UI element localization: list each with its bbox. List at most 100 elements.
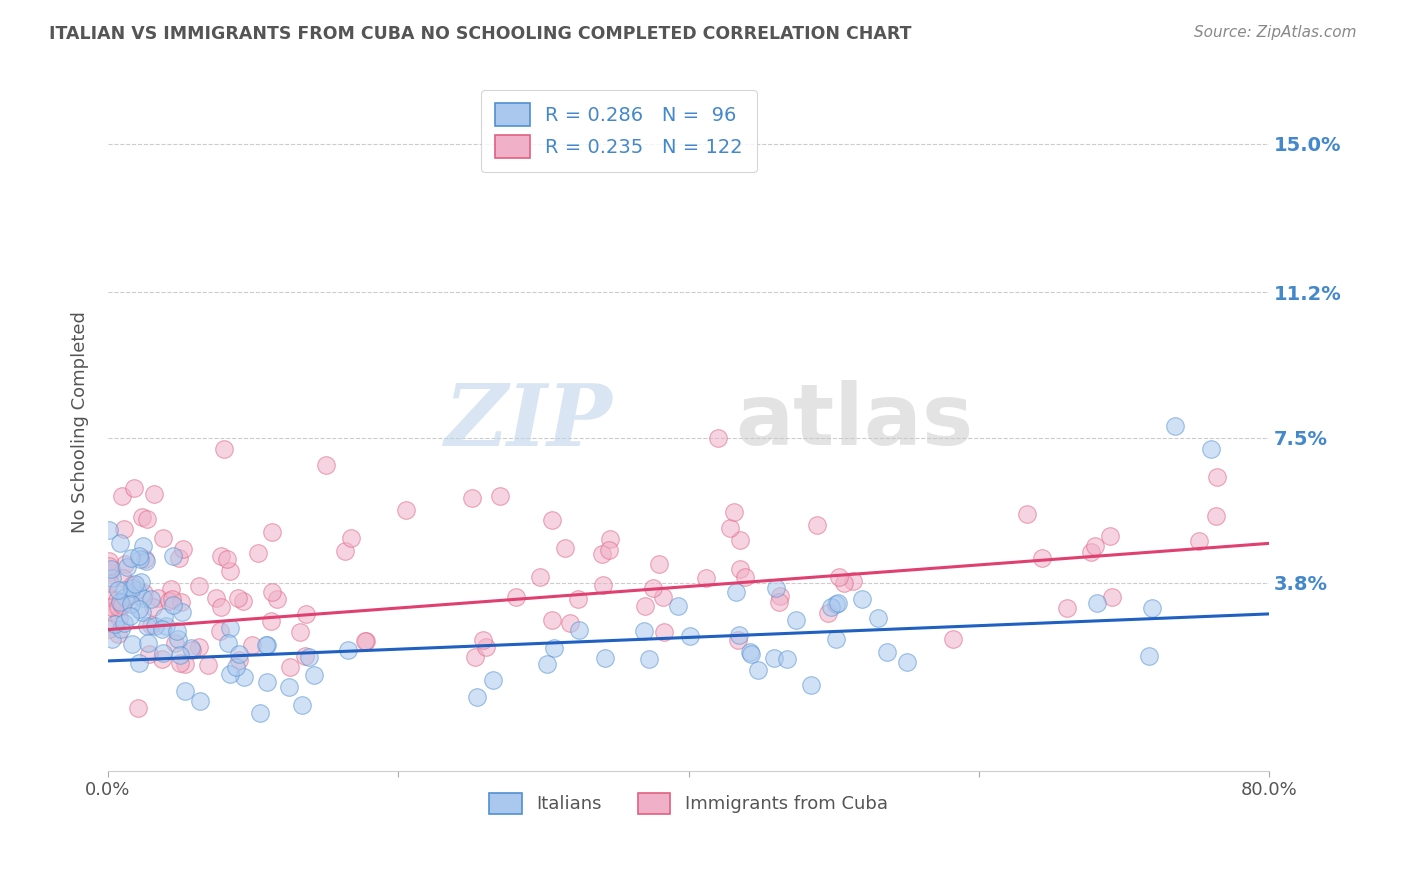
Point — [129, 574, 152, 589]
Point — [851, 592, 873, 607]
Point — [101, 571, 124, 585]
Point — [105, 593, 128, 607]
Point — [461, 491, 484, 505]
Point — [107, 599, 129, 614]
Point — [637, 652, 659, 666]
Point — [167, 551, 190, 566]
Point — [163, 636, 186, 650]
Point — [101, 632, 124, 646]
Point — [298, 650, 321, 665]
Point — [593, 650, 616, 665]
Point — [824, 597, 846, 611]
Point — [205, 591, 228, 605]
Point — [242, 638, 264, 652]
Point — [765, 581, 787, 595]
Point — [1140, 601, 1163, 615]
Point — [633, 624, 655, 639]
Point — [295, 607, 318, 621]
Point — [768, 595, 790, 609]
Point — [108, 536, 131, 550]
Point — [1085, 596, 1108, 610]
Point — [666, 599, 689, 614]
Point — [876, 645, 898, 659]
Point — [278, 681, 301, 695]
Point — [121, 578, 143, 592]
Point — [124, 576, 146, 591]
Point — [135, 512, 157, 526]
Point — [1330, 285, 1353, 300]
Point — [825, 632, 848, 647]
Point — [256, 638, 278, 652]
Point — [1188, 533, 1211, 548]
Point — [127, 701, 149, 715]
Point — [1164, 418, 1187, 433]
Point — [706, 430, 728, 444]
Text: Source: ZipAtlas.com: Source: ZipAtlas.com — [1194, 25, 1357, 40]
Point — [131, 606, 153, 620]
Point — [110, 597, 132, 611]
Point — [718, 520, 741, 534]
Point — [226, 591, 249, 606]
Point — [232, 594, 254, 608]
Point — [111, 598, 134, 612]
Point — [489, 489, 512, 503]
Point — [866, 611, 889, 625]
Y-axis label: No Schooling Completed: No Schooling Completed — [72, 311, 89, 533]
Point — [1139, 648, 1161, 663]
Point — [541, 613, 564, 627]
Point — [139, 617, 162, 632]
Point — [98, 591, 121, 605]
Point — [730, 562, 752, 576]
Point — [100, 562, 122, 576]
Point — [592, 578, 614, 592]
Point — [896, 656, 918, 670]
Point — [127, 583, 149, 598]
Point — [174, 657, 197, 671]
Point — [132, 540, 155, 554]
Point — [153, 610, 176, 624]
Point — [172, 605, 194, 619]
Point — [146, 591, 169, 606]
Point — [100, 600, 122, 615]
Point — [120, 597, 142, 611]
Point — [740, 645, 762, 659]
Point — [1099, 528, 1122, 542]
Point — [260, 614, 283, 628]
Point — [727, 628, 749, 642]
Point — [728, 533, 751, 547]
Point — [115, 560, 138, 574]
Point — [120, 609, 142, 624]
Point — [763, 651, 786, 665]
Point — [482, 673, 505, 687]
Point — [288, 624, 311, 639]
Point — [152, 646, 174, 660]
Point — [112, 615, 135, 630]
Point — [118, 589, 141, 603]
Point — [215, 552, 238, 566]
Point — [150, 651, 173, 665]
Point — [734, 570, 756, 584]
Point — [256, 638, 278, 652]
Point — [155, 618, 177, 632]
Point — [599, 532, 621, 546]
Point — [256, 675, 278, 690]
Point — [209, 549, 232, 563]
Point — [591, 547, 613, 561]
Point — [114, 590, 136, 604]
Point — [217, 635, 239, 649]
Point — [304, 668, 326, 682]
Point — [209, 600, 232, 615]
Point — [129, 552, 152, 566]
Point — [536, 657, 558, 671]
Point — [98, 554, 121, 568]
Point — [187, 579, 209, 593]
Point — [1015, 507, 1038, 521]
Point — [652, 624, 675, 639]
Point — [166, 624, 188, 639]
Point — [112, 583, 135, 598]
Point — [333, 544, 356, 558]
Point — [112, 571, 135, 585]
Point — [132, 586, 155, 600]
Point — [554, 541, 576, 555]
Point — [543, 641, 565, 656]
